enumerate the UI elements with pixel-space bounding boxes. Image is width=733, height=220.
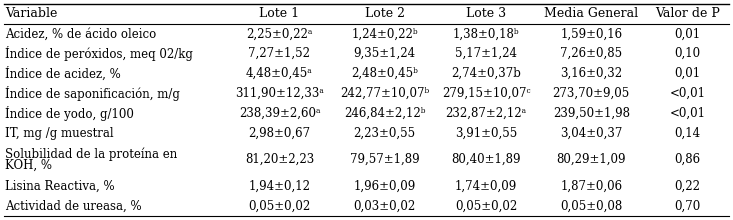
Text: 279,15±10,07ᶜ: 279,15±10,07ᶜ <box>442 87 531 100</box>
Text: Índice de acidez, %: Índice de acidez, % <box>5 66 121 81</box>
Text: 2,48±0,45ᵇ: 2,48±0,45ᵇ <box>351 67 418 80</box>
Text: Media General: Media General <box>544 7 638 20</box>
Text: 1,94±0,12: 1,94±0,12 <box>248 180 311 193</box>
Text: 7,27±1,52: 7,27±1,52 <box>248 47 311 60</box>
Text: 79,57±1,89: 79,57±1,89 <box>350 153 419 166</box>
Text: 1,59±0,16: 1,59±0,16 <box>560 27 622 40</box>
Text: Lote 3: Lote 3 <box>466 7 507 20</box>
Text: Valor de P: Valor de P <box>655 7 720 20</box>
Text: 2,23±0,55: 2,23±0,55 <box>353 127 416 140</box>
Text: 0,01: 0,01 <box>674 27 700 40</box>
Text: 232,87±2,12ᵃ: 232,87±2,12ᵃ <box>446 107 527 120</box>
Text: 242,77±10,07ᵇ: 242,77±10,07ᵇ <box>340 87 430 100</box>
Text: 2,25±0,22ᵃ: 2,25±0,22ᵃ <box>246 27 313 40</box>
Text: 81,20±2,23: 81,20±2,23 <box>245 153 314 166</box>
Text: Índice de yodo, g/100: Índice de yodo, g/100 <box>5 106 134 121</box>
Text: 239,50±1,98: 239,50±1,98 <box>553 107 630 120</box>
Text: 1,38±0,18ᵇ: 1,38±0,18ᵇ <box>453 27 520 40</box>
Text: 0,22: 0,22 <box>674 180 700 193</box>
Text: 7,26±0,85: 7,26±0,85 <box>560 47 622 60</box>
Text: 273,70±9,05: 273,70±9,05 <box>553 87 630 100</box>
Text: KOH, %: KOH, % <box>5 159 53 172</box>
Text: 9,35±1,24: 9,35±1,24 <box>353 47 416 60</box>
Text: <0,01: <0,01 <box>669 87 705 100</box>
Text: 311,90±12,33ᵃ: 311,90±12,33ᵃ <box>235 87 324 100</box>
Text: 0,03±0,02: 0,03±0,02 <box>353 200 416 213</box>
Text: Variable: Variable <box>5 7 58 20</box>
Text: 0,05±0,02: 0,05±0,02 <box>455 200 517 213</box>
Text: Solubilidad de la proteína en: Solubilidad de la proteína en <box>5 147 177 161</box>
Text: 0,86: 0,86 <box>674 153 700 166</box>
Text: Índice de saponificación, m/g: Índice de saponificación, m/g <box>5 86 180 101</box>
Text: 0,10: 0,10 <box>674 47 700 60</box>
Text: 80,29±1,09: 80,29±1,09 <box>556 153 626 166</box>
Text: 1,74±0,09: 1,74±0,09 <box>455 180 517 193</box>
Text: 1,96±0,09: 1,96±0,09 <box>353 180 416 193</box>
Text: 80,40±1,89: 80,40±1,89 <box>452 153 521 166</box>
Text: Lisina Reactiva, %: Lisina Reactiva, % <box>5 180 115 193</box>
Text: 1,24±0,22ᵇ: 1,24±0,22ᵇ <box>351 27 418 40</box>
Text: 0,14: 0,14 <box>674 127 700 140</box>
Text: Lote 2: Lote 2 <box>364 7 405 20</box>
Text: IT, mg /g muestral: IT, mg /g muestral <box>5 127 114 140</box>
Text: Índice de peróxidos, meq 02/kg: Índice de peróxidos, meq 02/kg <box>5 46 194 61</box>
Text: 5,17±1,24: 5,17±1,24 <box>455 47 517 60</box>
Text: Actividad de ureasa, %: Actividad de ureasa, % <box>5 200 142 213</box>
Text: 238,39±2,60ᵃ: 238,39±2,60ᵃ <box>239 107 320 120</box>
Text: Lote 1: Lote 1 <box>259 7 300 20</box>
Text: 3,91±0,55: 3,91±0,55 <box>455 127 517 140</box>
Text: 3,04±0,37: 3,04±0,37 <box>560 127 622 140</box>
Text: 1,87±0,06: 1,87±0,06 <box>560 180 622 193</box>
Text: 0,05±0,08: 0,05±0,08 <box>560 200 622 213</box>
Text: 3,16±0,32: 3,16±0,32 <box>560 67 622 80</box>
Text: 2,98±0,67: 2,98±0,67 <box>248 127 311 140</box>
Text: 2,74±0,37b: 2,74±0,37b <box>452 67 521 80</box>
Text: Acidez, % de ácido oleico: Acidez, % de ácido oleico <box>5 27 157 40</box>
Text: 246,84±2,12ᵇ: 246,84±2,12ᵇ <box>344 107 425 120</box>
Text: 4,48±0,45ᵃ: 4,48±0,45ᵃ <box>246 67 313 80</box>
Text: <0,01: <0,01 <box>669 107 705 120</box>
Text: 0,01: 0,01 <box>674 67 700 80</box>
Text: 0,05±0,02: 0,05±0,02 <box>248 200 311 213</box>
Text: 0,70: 0,70 <box>674 200 701 213</box>
